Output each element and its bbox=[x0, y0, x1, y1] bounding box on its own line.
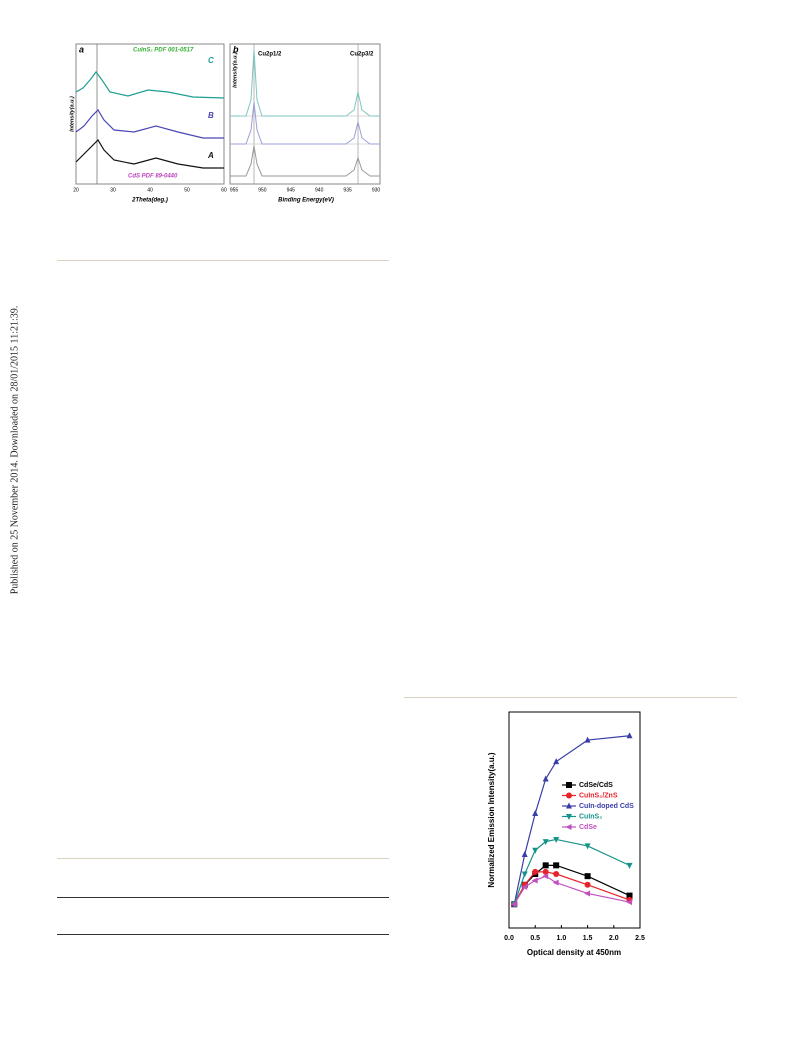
data-point bbox=[532, 847, 539, 854]
legend-marker bbox=[566, 782, 572, 788]
data-point bbox=[553, 862, 560, 869]
data-point bbox=[626, 899, 633, 906]
series-line bbox=[513, 875, 630, 905]
rule bbox=[57, 897, 389, 898]
tick-label: 940 bbox=[315, 187, 324, 193]
x-tick-label: 0.0 bbox=[504, 935, 514, 942]
data-point bbox=[553, 758, 560, 765]
rule bbox=[57, 858, 389, 859]
legend-label: CuIn-doped CdS bbox=[579, 803, 634, 810]
tick-label: 60 bbox=[221, 187, 227, 193]
legend-marker bbox=[566, 814, 572, 820]
rule bbox=[404, 697, 737, 698]
data-point bbox=[531, 877, 538, 884]
rule bbox=[57, 260, 389, 261]
data-point bbox=[521, 883, 528, 890]
legend-label: CuInS₂ bbox=[579, 813, 602, 820]
xps-curve bbox=[230, 49, 380, 117]
x-tick-label: 0.5 bbox=[530, 935, 540, 942]
ref-label: CuInS₂ PDF 001-0517 bbox=[133, 48, 194, 54]
data-point bbox=[510, 901, 517, 908]
data-point bbox=[584, 843, 591, 850]
data-point bbox=[553, 836, 560, 843]
data-point bbox=[542, 839, 549, 846]
axis-label: 2Theta(deg.) bbox=[131, 198, 168, 204]
curve-label: A bbox=[207, 151, 214, 160]
legend-label: CdSe/CdS bbox=[579, 782, 613, 789]
panel-frame bbox=[75, 43, 225, 185]
ticks: 955 950 945 940 935 930 bbox=[230, 187, 381, 193]
curve-label: B bbox=[208, 111, 214, 120]
data-point bbox=[584, 890, 591, 897]
tick-label: 930 bbox=[372, 187, 381, 193]
tick-label: 955 bbox=[230, 187, 239, 193]
peak-label: Cu2p1/2 bbox=[258, 52, 282, 58]
panel-label: b bbox=[233, 44, 239, 54]
xrd-curve bbox=[75, 71, 225, 99]
panel-a: a CuInS₂ PDF 001-0517 C B A CdS PDF 89-0… bbox=[69, 43, 227, 204]
tick-label: 950 bbox=[258, 187, 267, 193]
data-point bbox=[626, 862, 633, 869]
xrd-curve bbox=[75, 109, 224, 139]
data-point bbox=[542, 775, 549, 782]
tick-label: 50 bbox=[184, 187, 190, 193]
chart: Normalized Emission Intensity(a.u.) Opti… bbox=[487, 711, 645, 957]
series-line bbox=[513, 838, 630, 905]
panel-b: b Cu2p1/2 Cu2p3/2 Intensity(a.u.) 955 950… bbox=[229, 43, 381, 204]
xps-curve bbox=[230, 101, 380, 145]
data-point bbox=[626, 892, 633, 899]
legend-label: CdSe bbox=[579, 824, 597, 831]
x-tick-label: 2.5 bbox=[635, 935, 645, 942]
legend-marker bbox=[566, 792, 572, 799]
data-point bbox=[584, 873, 591, 880]
axis-label: Intensity(a.u.) bbox=[69, 96, 75, 132]
data-point bbox=[532, 810, 539, 817]
tick-label: 935 bbox=[343, 187, 352, 193]
data-point bbox=[584, 736, 591, 743]
y-axis-label: Normalized Emission Intensity(a.u.) bbox=[487, 752, 496, 887]
sidebar-svg: Published on 25 November 2014. Downloade… bbox=[9, 306, 20, 595]
x-tick-label: 2.0 bbox=[609, 935, 619, 942]
data-point bbox=[542, 862, 549, 869]
data-point bbox=[584, 881, 591, 888]
data-point bbox=[626, 732, 633, 739]
x-tick-label: 1.5 bbox=[583, 935, 593, 942]
legend-marker bbox=[566, 802, 572, 809]
legend-label: CuInS₂/ZnS bbox=[579, 792, 618, 799]
axis-label: Binding Energy(eV) bbox=[278, 198, 334, 204]
tick-label: 945 bbox=[287, 187, 296, 193]
plot-frame bbox=[508, 711, 641, 929]
tick-label: 30 bbox=[110, 187, 116, 193]
data-point bbox=[553, 871, 560, 877]
x-axis-label: Optical density at 450nm bbox=[527, 948, 621, 957]
data-point bbox=[532, 868, 539, 875]
data-point bbox=[542, 868, 549, 875]
panel-label: a bbox=[79, 44, 84, 54]
peak-label: Cu2p3/2 bbox=[350, 52, 374, 58]
legend-marker bbox=[565, 824, 572, 830]
data-point bbox=[552, 879, 559, 886]
ref-label: CdS PDF 89-0440 bbox=[128, 174, 178, 180]
curve-label: C bbox=[208, 56, 214, 65]
data-point bbox=[521, 871, 528, 878]
data-point bbox=[521, 851, 528, 858]
rule bbox=[57, 934, 389, 935]
data-point bbox=[542, 873, 549, 880]
xrd-curve bbox=[75, 139, 224, 169]
sidebar-note: Published on 25 November 2014. Downloade… bbox=[9, 306, 20, 595]
xps-curve bbox=[230, 145, 380, 177]
ticks: 20 30 40 50 60 bbox=[73, 187, 227, 193]
axis-label: Intensity(a.u.) bbox=[232, 52, 238, 88]
tick-label: 20 bbox=[73, 187, 79, 193]
x-tick-label: 1.0 bbox=[557, 935, 567, 942]
tick-label: 40 bbox=[147, 187, 153, 193]
